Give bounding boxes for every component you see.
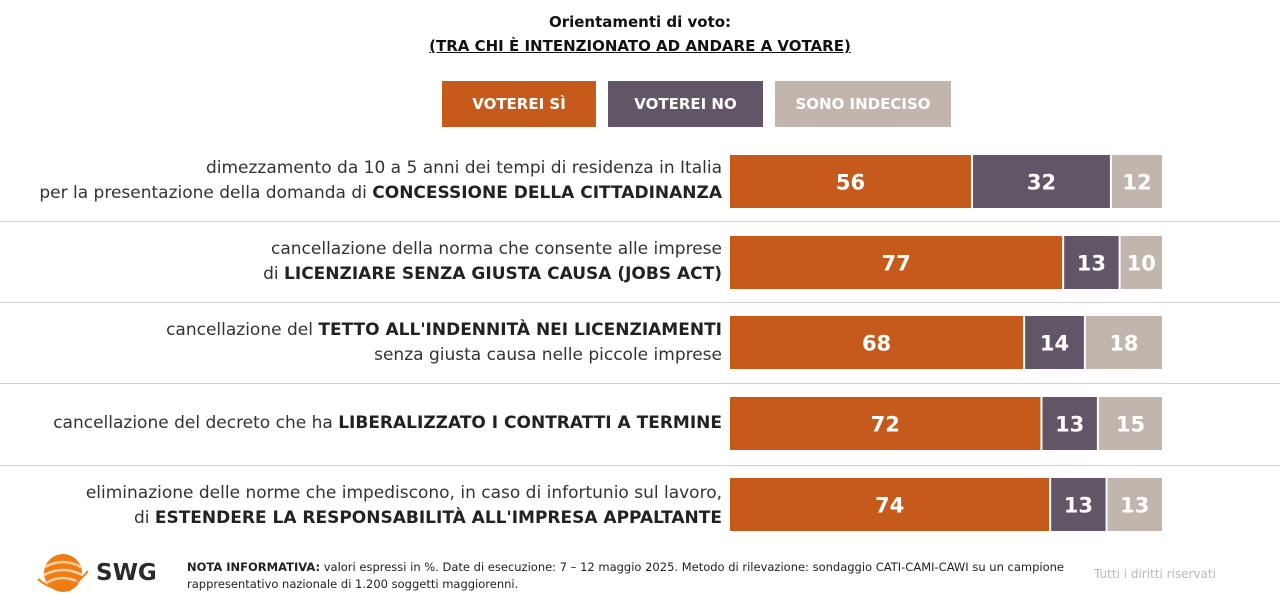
note-informativa: NOTA INFORMATIVA: valori espressi in %. … [187, 559, 1067, 593]
bar-segment-indeciso [1107, 478, 1162, 531]
bar-segment-no [1042, 397, 1097, 450]
bar-segment-si [730, 155, 972, 208]
bar-segment-no [1025, 316, 1084, 369]
note-text: valori espressi in %. Date di esecuzione… [187, 560, 1064, 591]
bar-segment-indeciso [1111, 155, 1162, 208]
globe-logo-icon [37, 554, 89, 592]
data-label: 32 [1027, 171, 1056, 195]
bar-segment-indeciso [1085, 316, 1162, 369]
row-label-text: per la presentazione della domanda di [39, 183, 373, 203]
legend-item-no: VOTEREI NO [608, 81, 763, 127]
data-label: 18 [1109, 332, 1138, 356]
data-label: 56 [836, 171, 865, 195]
legend-item-indeciso: SONO INDECISO [775, 81, 951, 127]
data-label: 68 [862, 332, 891, 356]
bar-segment-indeciso [1120, 236, 1162, 289]
row-label-emphasis: LICENZIARE SENZA GIUSTA CAUSA (JOBS ACT) [284, 264, 722, 284]
note-label: NOTA INFORMATIVA: [187, 560, 321, 574]
chart-subtitle: (TRA CHI È INTENZIONATO AD ANDARE A VOTA… [429, 37, 851, 55]
bar-segment-si [730, 478, 1050, 531]
row-label-appalti: eliminazione delle norme che impediscono… [20, 481, 722, 531]
row-label-line: cancellazione del TETTO ALL'INDENNITÀ NE… [20, 318, 722, 343]
data-label: 15 [1116, 413, 1145, 437]
chart-title: Orientamenti di voto: [548, 13, 732, 31]
bar-segment-no [1051, 478, 1106, 531]
data-label: 13 [1120, 494, 1149, 518]
row-label-emphasis: CONCESSIONE DELLA CITTADINANZA [372, 183, 722, 203]
row-label-emphasis: ESTENDERE LA RESPONSABILITÀ ALL'IMPRESA … [154, 508, 722, 528]
data-label: 10 [1127, 252, 1156, 276]
row-label-text: cancellazione della norma che consente a… [271, 239, 722, 259]
data-label: 77 [881, 252, 910, 276]
row-label-line: eliminazione delle norme che impediscono… [20, 481, 722, 506]
row-label-text: di [133, 508, 155, 528]
data-label: 12 [1122, 171, 1151, 195]
row-label-line: di ESTENDERE LA RESPONSABILITÀ ALL'IMPRE… [20, 506, 722, 531]
bar-segment-si [730, 397, 1041, 450]
bar-segment-no [1064, 236, 1119, 289]
row-label-cittadinanza: dimezzamento da 10 a 5 anni dei tempi di… [20, 156, 722, 206]
row-label-text: cancellazione del decreto che ha [53, 413, 339, 433]
row-divider [0, 383, 1280, 384]
row-label-jobs-act: cancellazione della norma che consente a… [20, 237, 722, 287]
row-label-indennita: cancellazione del TETTO ALL'INDENNITÀ NE… [20, 318, 722, 368]
row-label-text: cancellazione del [166, 320, 319, 340]
row-label-contratti: cancellazione del decreto che ha LIBERAL… [20, 411, 722, 436]
swg-logo-text: SWG [96, 560, 157, 586]
bar-segment-indeciso [1098, 397, 1162, 450]
row-divider [0, 221, 1280, 222]
data-label: 72 [871, 413, 900, 437]
row-divider [0, 465, 1280, 466]
data-label: 14 [1040, 332, 1069, 356]
row-label-text: senza giusta causa nelle piccole imprese [374, 345, 722, 365]
bar-segment-si [730, 316, 1024, 369]
swg-logo [36, 549, 90, 597]
row-divider [0, 302, 1280, 303]
data-label: 13 [1055, 413, 1084, 437]
row-label-text: di [263, 264, 285, 284]
row-label-emphasis: TETTO ALL'INDENNITÀ NEI LICENZIAMENTI [318, 320, 722, 340]
row-label-line: per la presentazione della domanda di CO… [20, 181, 722, 206]
row-label-line: dimezzamento da 10 a 5 anni dei tempi di… [20, 156, 722, 181]
row-label-emphasis: LIBERALIZZATO I CONTRATTI A TERMINE [338, 413, 722, 433]
row-label-line: cancellazione del decreto che ha LIBERAL… [20, 411, 722, 436]
row-label-text: dimezzamento da 10 a 5 anni dei tempi di… [205, 158, 722, 178]
bar-segment-si [730, 236, 1063, 289]
data-label: 13 [1064, 494, 1093, 518]
bar-segment-no [973, 155, 1110, 208]
data-label: 13 [1077, 252, 1106, 276]
data-label: 74 [875, 494, 904, 518]
legend-item-si: VOTEREI SÌ [442, 81, 596, 127]
row-label-line: di LICENZIARE SENZA GIUSTA CAUSA (JOBS A… [20, 262, 722, 287]
row-label-line: senza giusta causa nelle piccole imprese [20, 343, 722, 368]
row-label-text: eliminazione delle norme che impediscono… [85, 483, 722, 503]
row-label-line: cancellazione della norma che consente a… [20, 237, 722, 262]
rights-text: Tutti i diritti riservati [1094, 567, 1216, 581]
